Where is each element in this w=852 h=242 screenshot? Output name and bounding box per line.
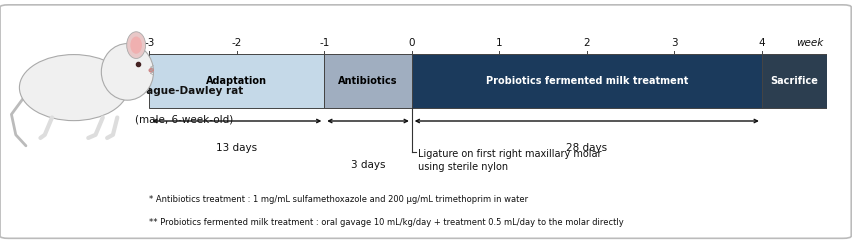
Text: Probiotics fermented milk treatment: Probiotics fermented milk treatment <box>485 76 688 86</box>
Bar <box>412 54 761 108</box>
Text: Ligature on first right maxillary molar
using sterile nylon: Ligature on first right maxillary molar … <box>417 149 601 172</box>
Text: 3: 3 <box>671 38 676 48</box>
Text: 0: 0 <box>408 38 415 48</box>
Ellipse shape <box>148 68 154 73</box>
Bar <box>149 54 324 108</box>
Text: Adaptation: Adaptation <box>206 76 267 86</box>
Text: Sprague-Dawley rat: Sprague-Dawley rat <box>125 86 243 96</box>
Text: Sacrifice: Sacrifice <box>769 76 818 86</box>
Text: ** Probiotics fermented milk treatment : oral gavage 10 mL/kg/day + treatment 0.: ** Probiotics fermented milk treatment :… <box>149 219 624 227</box>
Ellipse shape <box>130 37 141 54</box>
Text: 13 days: 13 days <box>216 143 257 153</box>
Text: 2: 2 <box>583 38 590 48</box>
Text: Antibiotics: Antibiotics <box>338 76 397 86</box>
Text: -3: -3 <box>144 38 154 48</box>
Ellipse shape <box>127 32 146 59</box>
Text: * Antibiotics treatment : 1 mg/mL sulfamethoxazole and 200 μg/mL trimethoprim in: * Antibiotics treatment : 1 mg/mL sulfam… <box>149 196 527 204</box>
Text: 28 days: 28 days <box>566 143 607 153</box>
Text: week: week <box>795 38 822 48</box>
Text: -2: -2 <box>231 38 242 48</box>
Text: (male, 6-week-old): (male, 6-week-old) <box>135 115 233 125</box>
Text: 4: 4 <box>757 38 764 48</box>
Bar <box>761 54 826 108</box>
Bar <box>324 54 412 108</box>
Text: -1: -1 <box>319 38 329 48</box>
Text: 3 days: 3 days <box>350 160 385 170</box>
Ellipse shape <box>20 55 128 121</box>
Text: 1: 1 <box>495 38 502 48</box>
Circle shape <box>101 44 153 100</box>
